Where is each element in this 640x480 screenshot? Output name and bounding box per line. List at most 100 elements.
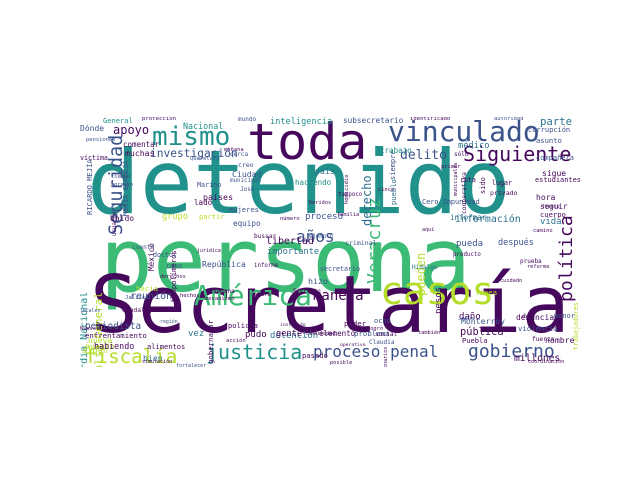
word-enfrentamiento: enfrentamiento xyxy=(85,331,147,340)
word-social: social xyxy=(375,331,398,338)
word-secretario: secretario xyxy=(320,265,361,273)
word-nuevo: Nuevo xyxy=(80,326,97,332)
word-hidalgo: Hidalgo xyxy=(412,264,438,271)
word-funcionarios: funcionarios xyxy=(383,346,389,367)
word-mecanismo: mecanismo xyxy=(205,296,235,302)
word-homicidio: homicidio xyxy=(344,174,350,204)
word-informacion: información xyxy=(455,214,521,225)
word-tampoco: tampoco xyxy=(338,192,363,198)
word-instruido: instruido xyxy=(280,323,306,328)
word-camara: cámara xyxy=(251,292,271,298)
word-ciudad: Ciudad xyxy=(232,169,262,179)
word-evento: evento xyxy=(85,341,115,351)
word-pueden: pueden xyxy=(414,252,428,296)
word-general: General xyxy=(103,117,133,125)
word-tiempo: tiempo xyxy=(111,174,131,180)
word-fuerza: fuerza xyxy=(532,336,555,343)
word-equipo: equipo xyxy=(233,219,261,228)
word-publica: pública xyxy=(460,326,504,338)
word-aqui: aquí xyxy=(422,227,435,233)
word-mujeres: mujeres xyxy=(229,205,259,214)
word-inteligencia: inteligencia xyxy=(270,117,333,127)
word-cero-impunidad: Cero Impunidad xyxy=(422,198,480,206)
word-medico: médico xyxy=(458,141,490,151)
word-claudia: Claudia xyxy=(369,339,395,346)
word-hacia: hacia xyxy=(136,284,159,293)
word-comunidad: comunidad xyxy=(306,331,336,337)
word-linea: línea xyxy=(475,288,498,297)
word-trabajo: trabajo xyxy=(380,146,412,155)
word-usuario: usuario xyxy=(112,211,118,236)
word-doctor: doctor xyxy=(153,251,177,259)
word-pudo: pudo xyxy=(245,330,267,340)
word-parte: parte xyxy=(540,117,573,128)
word-caso: caso xyxy=(166,262,183,270)
word-agravio: agravio xyxy=(111,182,134,188)
word-solo: sólo xyxy=(454,151,469,158)
word-corrupcion: corrupción xyxy=(528,126,571,134)
word-sido: sido xyxy=(479,177,487,194)
word-pesos: pesos xyxy=(434,286,444,314)
word-cuerpo: cuerpo xyxy=(540,210,566,219)
word-jesus: Jesús xyxy=(458,316,475,322)
word-elemento: elemento xyxy=(319,329,356,338)
word-numero: número xyxy=(280,216,300,222)
word-estudiantes: estudiantes xyxy=(535,176,580,184)
word-vinculado: vinculado xyxy=(388,117,540,148)
word-informar: informar xyxy=(450,213,487,222)
word-buscar: buscar xyxy=(254,233,277,240)
word-libertad: libertad xyxy=(266,236,314,247)
word-casos: casos xyxy=(380,269,495,313)
word-posible: posible xyxy=(330,360,353,366)
word-hizo: hizo xyxy=(308,276,329,286)
word-proceso: proceso xyxy=(305,212,344,222)
word-manera: manera xyxy=(313,288,364,304)
word-ejemplo: ejemplo xyxy=(309,234,334,240)
word-asunto: asunto xyxy=(536,136,562,145)
word-sigue: sigue xyxy=(542,169,567,178)
word-camino: camino xyxy=(533,228,553,234)
word-accion: acción xyxy=(226,338,246,344)
word-periodista: periodista xyxy=(85,321,142,332)
word-ocho: ocho xyxy=(374,317,391,325)
word-operativo: operativo xyxy=(340,343,366,348)
word-lado: lado xyxy=(194,198,213,207)
word-proceso-penal: proceso penal xyxy=(313,342,439,361)
word-grupo: grupo xyxy=(162,212,189,222)
word-primer: primer xyxy=(441,164,461,170)
word-derecho: derecho xyxy=(360,175,374,226)
word-prueba: prueba xyxy=(520,258,542,265)
word-identificado: identificado xyxy=(410,117,451,122)
word-millones: millones xyxy=(514,353,561,364)
word-region: región xyxy=(160,319,178,325)
word-heridos: heridos xyxy=(309,200,332,206)
word-municipal: municipal xyxy=(230,178,262,184)
word-seguir: seguir xyxy=(540,202,568,211)
word-cloud: persona detenido Secretaría toda mismo vincul… xyxy=(80,117,580,367)
word-hora: hora xyxy=(536,193,556,202)
word-lugar: lugar xyxy=(492,179,513,187)
word-jose: José xyxy=(240,186,255,193)
word-policia: policía xyxy=(228,321,258,330)
word-ejercito: Ejército xyxy=(293,289,321,295)
word-delito: delito xyxy=(400,148,447,163)
word-paises: países xyxy=(203,192,234,202)
word-frente: frente xyxy=(542,204,560,210)
word-pueda: pueda xyxy=(456,239,484,249)
word-bien: bien xyxy=(143,353,163,363)
word-companera: compañera xyxy=(536,154,574,162)
word-logro: logró xyxy=(367,326,384,332)
word-toda: toda xyxy=(247,117,368,171)
word-gobernador: gobernador xyxy=(206,319,215,364)
word-cuidado: cuidado xyxy=(500,278,523,284)
word-jalisco: Jalisco xyxy=(125,295,149,301)
word-mundo: mundo xyxy=(238,117,257,123)
word-violencia: violencia xyxy=(518,324,558,333)
word-fortalecer: fortalecer xyxy=(176,363,207,368)
word-importante: importante xyxy=(267,247,320,257)
word-tambien: también xyxy=(418,330,441,336)
word-producto: producto xyxy=(453,252,481,258)
word-marino: Marino xyxy=(197,181,222,189)
word-siguiente: Siguiente xyxy=(463,142,572,166)
word-reunion: reunión xyxy=(130,291,173,302)
